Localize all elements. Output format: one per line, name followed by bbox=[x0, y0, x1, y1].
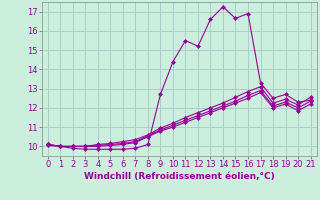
X-axis label: Windchill (Refroidissement éolien,°C): Windchill (Refroidissement éolien,°C) bbox=[84, 172, 275, 181]
